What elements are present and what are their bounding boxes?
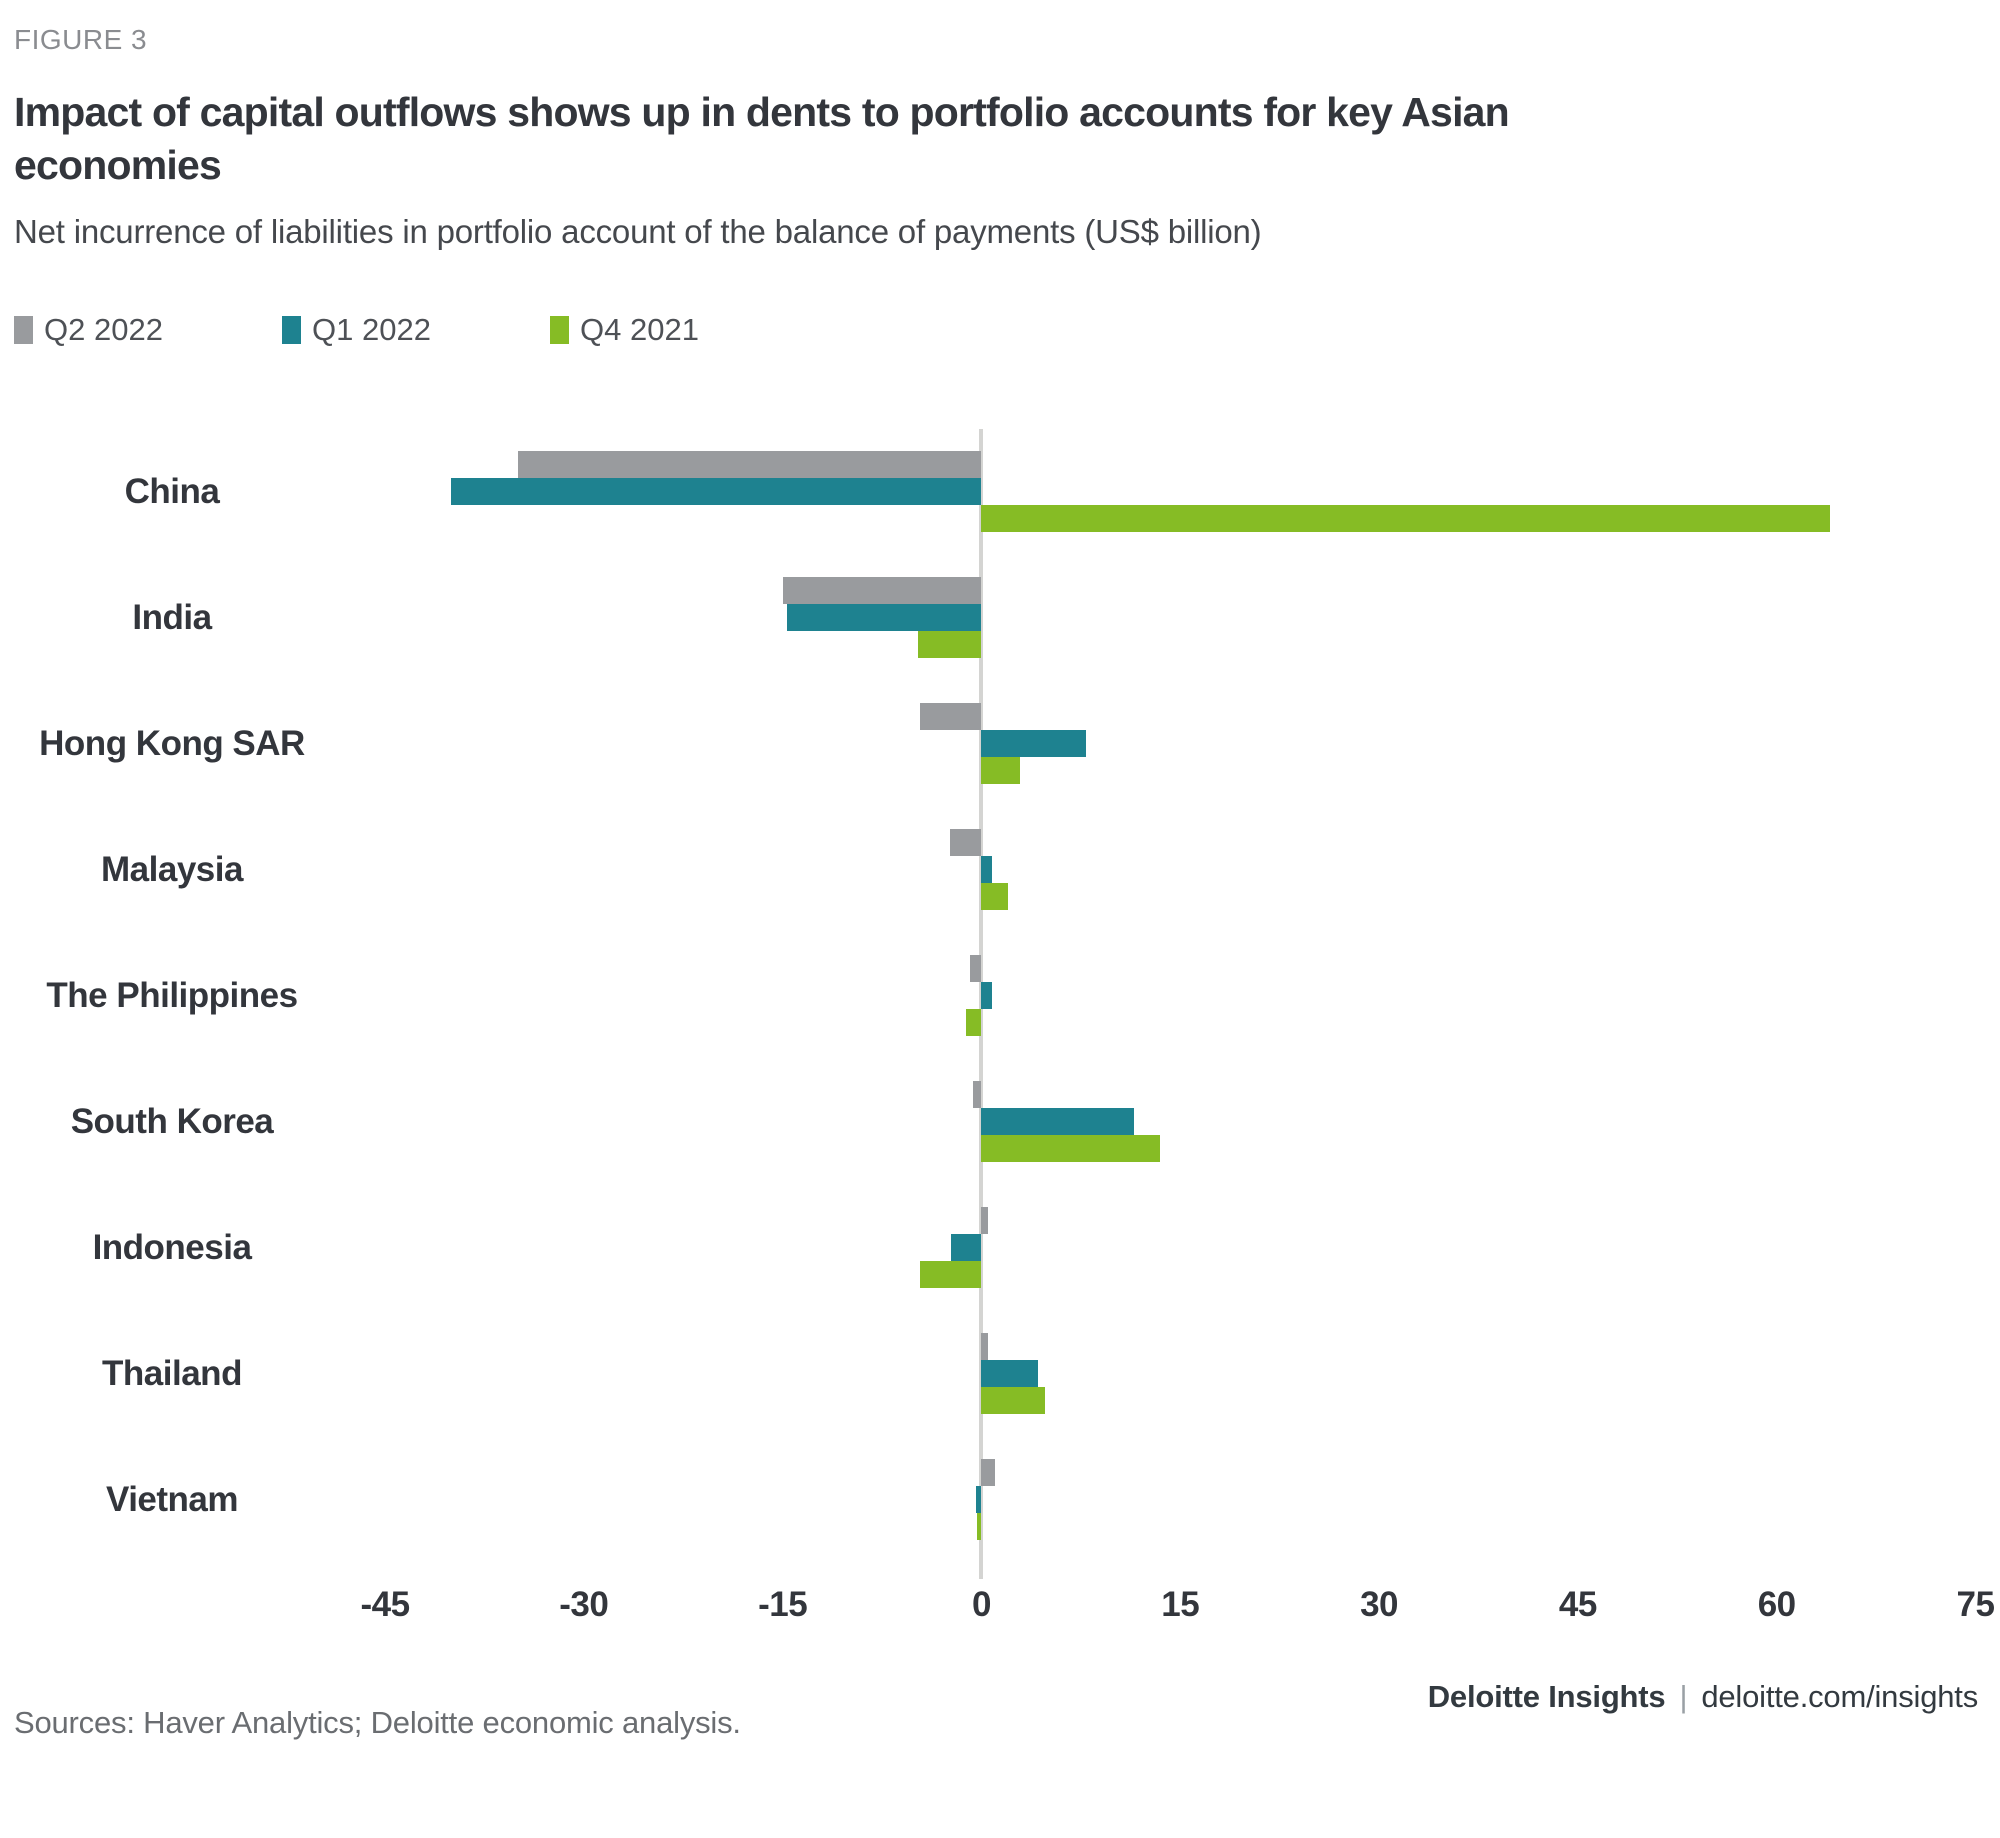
plot-area [332,807,1990,933]
footer-brand: Deloitte Insights [1427,1678,1666,1714]
x-axis-ticks: -45 -30 -15 0 15 30 45 60 75 [332,1563,1994,1647]
legend-label: Q4 2021 [580,311,699,347]
category-label: Vietnam [105,1479,239,1519]
legend-label: Q2 2022 [44,311,163,347]
bar-q1-2022-india [786,604,982,632]
bar-q1-2022-hong-kong-sar [981,730,1087,758]
chart-row-malaysia: Malaysia [12,807,1990,933]
chart-row-vietnam: Vietnam [12,1437,1990,1563]
x-tick-label: 0 [971,1584,991,1624]
bar-q2-2022-thailand [981,1333,989,1361]
plot-area [332,429,1990,555]
x-tick-label: 30 [1360,1584,1399,1624]
chart-row-indonesia: Indonesia [12,1185,1990,1311]
plot-area [332,1311,1990,1437]
footer-separator: | [1679,1678,1688,1714]
plot-area [332,681,1990,807]
bar-q4-2021-the-philippines [965,1009,982,1037]
legend-swatch-icon [14,315,33,344]
figure-label: FIGURE 3 [14,24,148,55]
x-tick-label: 60 [1757,1584,1796,1624]
bar-q2-2022-south-korea [973,1081,982,1109]
x-tick-label: -45 [360,1584,410,1624]
category-label: Thailand [102,1353,242,1393]
chart-rows: China India Hong Kong SAR Malaysia The Phili… [12,429,1990,1563]
chart-row-india: India [12,555,1990,681]
x-tick-label: -15 [758,1584,808,1624]
bar-chart: China India Hong Kong SAR Malaysia The Phili… [12,428,1995,1647]
plot-area [332,1059,1990,1185]
category-label: Indonesia [92,1227,252,1267]
bar-q4-2021-vietnam [977,1513,982,1541]
category-label: China [124,471,220,511]
figure-container: FIGURE 3 Impact of capital outflows show… [12,24,1995,1740]
category-label: Hong Kong SAR [39,723,305,763]
legend-label: Q1 2022 [312,311,431,347]
bar-q1-2022-malaysia [981,856,993,884]
legend-swatch-icon [550,315,569,344]
bar-q2-2022-indonesia [981,1207,989,1235]
chart-legend: Q2 2022 Q1 2022 Q4 2021 [14,309,1990,351]
bar-q4-2021-malaysia [981,883,1008,911]
bar-q4-2021-thailand [981,1387,1046,1415]
bar-q1-2022-south-korea [981,1108,1134,1136]
category-label: India [132,597,212,637]
bar-q2-2022-vietnam [981,1459,995,1487]
category-label: The Philippines [46,975,298,1015]
chart-row-thailand: Thailand [12,1311,1990,1437]
x-tick-label: -30 [559,1584,609,1624]
source-note: Sources: Haver Analytics; Deloitte econo… [14,1704,741,1740]
legend-item-q4-2021: Q4 2021 [550,312,818,348]
plot-area [332,1437,1990,1563]
legend-swatch-icon [282,315,301,344]
legend-item-q1-2022: Q1 2022 [282,312,550,348]
bar-q1-2022-the-philippines [981,982,993,1010]
figure-title: Impact of capital outflows shows up in d… [14,89,1510,189]
bar-q4-2021-hong-kong-sar [981,757,1020,785]
bar-q2-2022-hong-kong-sar [920,703,982,731]
footer-url: deloitte.com/insights [1701,1678,1978,1714]
bar-q1-2022-thailand [981,1360,1039,1388]
bar-q1-2022-vietnam [976,1486,982,1514]
bar-q1-2022-indonesia [950,1234,982,1262]
bar-q4-2021-china [981,505,1830,533]
bar-q4-2021-south-korea [981,1135,1161,1163]
bar-q2-2022-malaysia [949,829,982,857]
bar-q2-2022-the-philippines [969,955,982,983]
plot-area [332,933,1990,1059]
category-label: Malaysia [101,849,243,889]
bar-q2-2022-china [517,451,982,479]
x-tick-label: 45 [1558,1584,1597,1624]
bar-q2-2022-india [782,577,982,605]
chart-row-hong-kong-sar: Hong Kong SAR [12,681,1990,807]
plot-area [332,555,1990,681]
chart-row-the-philippines: The Philippines [12,933,1990,1059]
chart-row-china: China [12,429,1990,555]
x-tick-label: 15 [1161,1584,1200,1624]
plot-area [332,1185,1990,1311]
chart-row-south-korea: South Korea [12,1059,1990,1185]
legend-item-q2-2022: Q2 2022 [14,312,282,348]
x-tick-label: 75 [1956,1584,1995,1624]
bar-q4-2021-india [917,631,982,659]
footer: Deloitte Insights | deloitte.com/insights [1428,1679,1978,1715]
figure-subtitle: Net incurrence of liabilities in portfol… [14,212,1262,250]
bar-q4-2021-indonesia [920,1261,982,1289]
bar-q1-2022-china [451,478,982,506]
category-label: South Korea [70,1101,274,1141]
